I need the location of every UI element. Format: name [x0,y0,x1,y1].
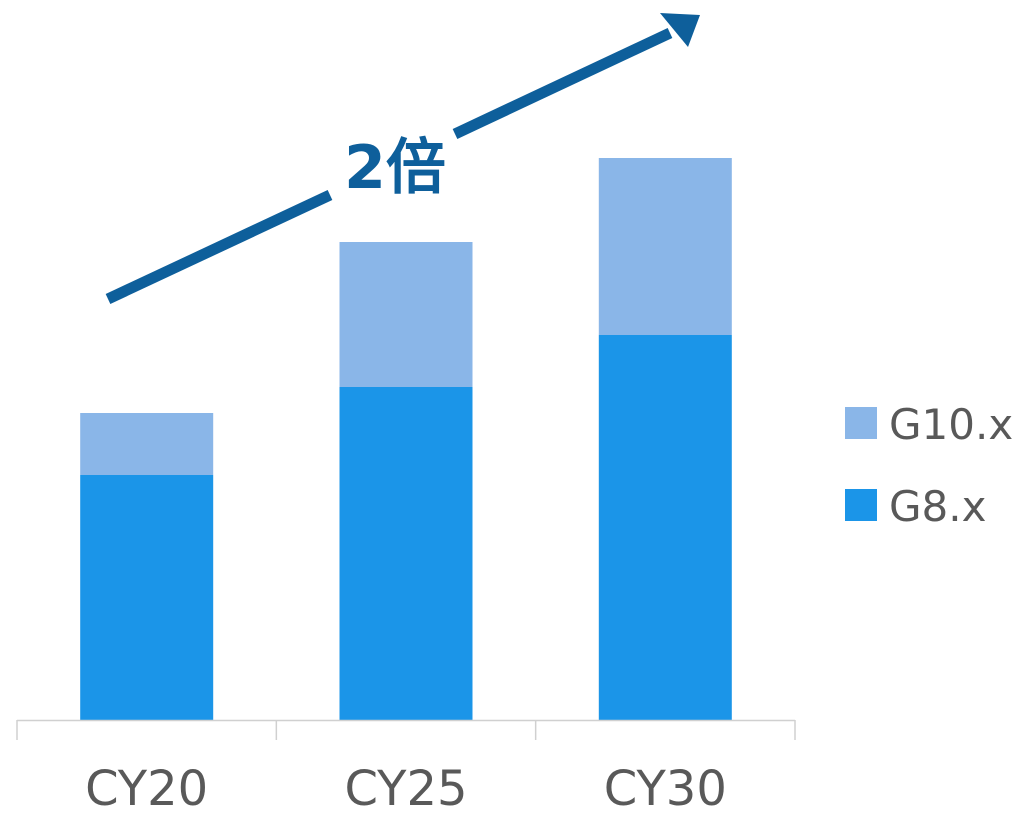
growth-annotation: 2倍 [105,13,700,304]
legend-swatch-g10-x [845,407,877,439]
trend-arrow-shaft-upper [452,28,673,139]
x-tick-labels: CY20 CY25 CY30 [85,761,727,815]
x-tick-label-cy25: CY25 [344,761,467,811]
bar-g8-x-cy25 [339,387,473,720]
legend-swatch-g8-x [845,489,877,521]
legend: G10.x G8.x [845,400,1013,531]
x-axis [16,719,796,740]
bar-g10-x-cy25 [339,242,473,387]
bar-g8-x-cy20 [80,475,214,720]
bar-g10-x-cy30 [598,158,732,335]
legend-label-g10-x: G10.x [889,400,1013,449]
x-tick-label-cy20: CY20 [85,761,208,811]
legend-label-g8-x: G8.x [889,482,986,531]
trend-arrow-head [660,13,700,47]
trend-arrow-shaft-lower [105,190,333,304]
x-tick-label-cy30: CY30 [604,761,727,811]
growth-label: 2倍 [344,133,446,203]
bars-layer [80,158,732,720]
bar-g8-x-cy30 [598,335,732,720]
bar-g10-x-cy20 [80,413,214,475]
